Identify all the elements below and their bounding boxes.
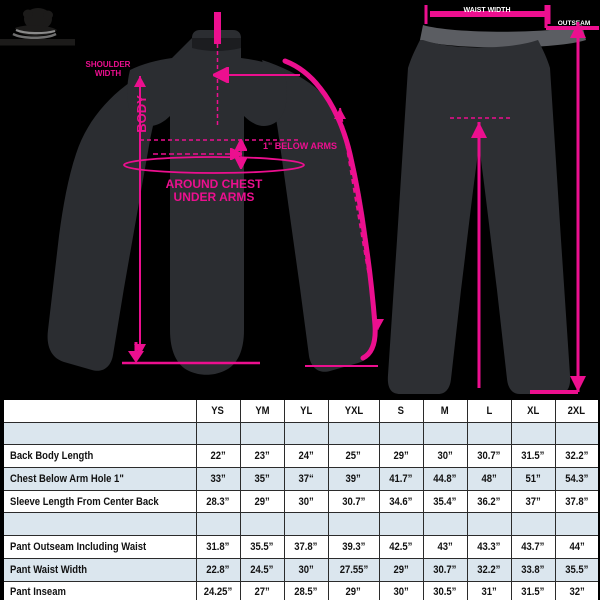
svg-text:AROUND CHEST: AROUND CHEST	[166, 177, 263, 191]
svg-text:BODY: BODY	[134, 95, 149, 133]
svg-text:1" BELOW ARMS: 1" BELOW ARMS	[263, 141, 337, 151]
svg-text:SHOULDER: SHOULDER	[86, 60, 131, 69]
svg-text:WIDTH: WIDTH	[95, 69, 121, 78]
svg-text:OUTSEAM: OUTSEAM	[558, 20, 591, 27]
svg-text:WAIST WIDTH: WAIST WIDTH	[463, 7, 510, 14]
svg-text:UNDER ARMS: UNDER ARMS	[174, 190, 255, 204]
